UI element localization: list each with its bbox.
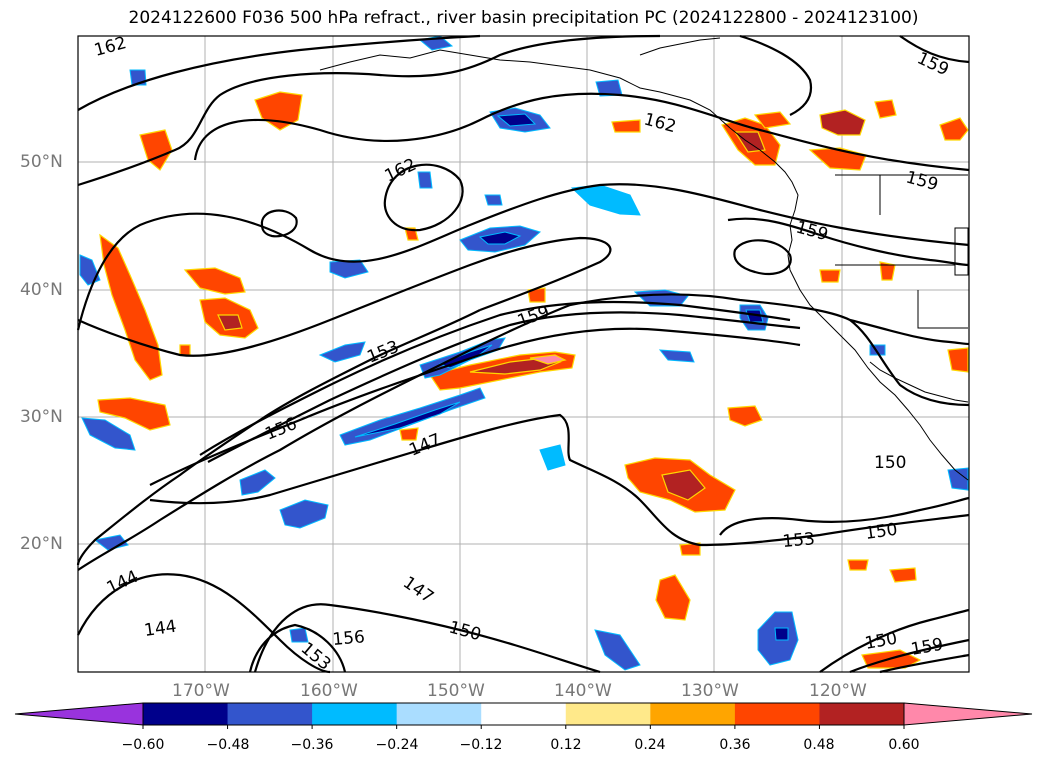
figure-title: 2024122600 F036 500 hPa refract., river … <box>128 8 919 28</box>
lon-label: 150°W <box>427 681 485 701</box>
colorbar-cell <box>819 703 905 725</box>
colorbar-tick-label: −0.24 <box>375 737 419 753</box>
lat-label: 50°N <box>20 152 63 172</box>
contour-label: 144 <box>143 617 178 641</box>
colorbar-cell <box>565 703 651 725</box>
colorbar-cell <box>481 703 567 725</box>
colorbar-cell <box>650 703 736 725</box>
lon-label: 130°W <box>681 681 739 701</box>
colorbar-tick-label: −0.12 <box>459 737 503 753</box>
lon-label: 140°W <box>554 681 612 701</box>
lat-label: 20°N <box>20 534 63 554</box>
colorbar-extend-min <box>14 702 144 726</box>
map-border <box>77 35 970 673</box>
contour-label: 153 <box>782 529 816 552</box>
colorbar <box>14 702 1033 729</box>
lon-label: 160°W <box>300 681 358 701</box>
lon-label: 120°W <box>809 681 867 701</box>
contour-label: 150 <box>864 520 899 544</box>
colorbar-cell <box>143 703 229 725</box>
colorbar-cell <box>734 703 820 725</box>
contour-label: 156 <box>332 627 366 650</box>
height-contours <box>76 34 970 674</box>
colorbar-cells <box>142 702 905 726</box>
colorbar-tick-label: 0.24 <box>634 737 666 753</box>
contour-label: 150 <box>874 453 906 473</box>
colorbar-tick-label: −0.36 <box>290 737 334 753</box>
colorbar-extend-max <box>903 702 1033 726</box>
colorbar-tick-label: −0.48 <box>206 737 250 753</box>
colorbar-tick-label: −0.60 <box>121 737 165 753</box>
colorbar-cell <box>312 703 398 725</box>
map-frame <box>78 36 969 672</box>
lat-label: 40°N <box>20 280 63 300</box>
colorbar-tick-label: 0.48 <box>803 737 835 753</box>
colorbar-cell <box>227 703 313 725</box>
colorbar-tick-label: 0.12 <box>550 737 582 753</box>
colorbar-tick-label: 0.60 <box>888 737 920 753</box>
colorbar-tick-label: 0.36 <box>719 737 751 753</box>
colorbar-cell <box>396 703 482 725</box>
lon-label: 170°W <box>172 681 230 701</box>
colorbar-ticks <box>142 725 905 729</box>
lat-label: 30°N <box>20 407 63 427</box>
